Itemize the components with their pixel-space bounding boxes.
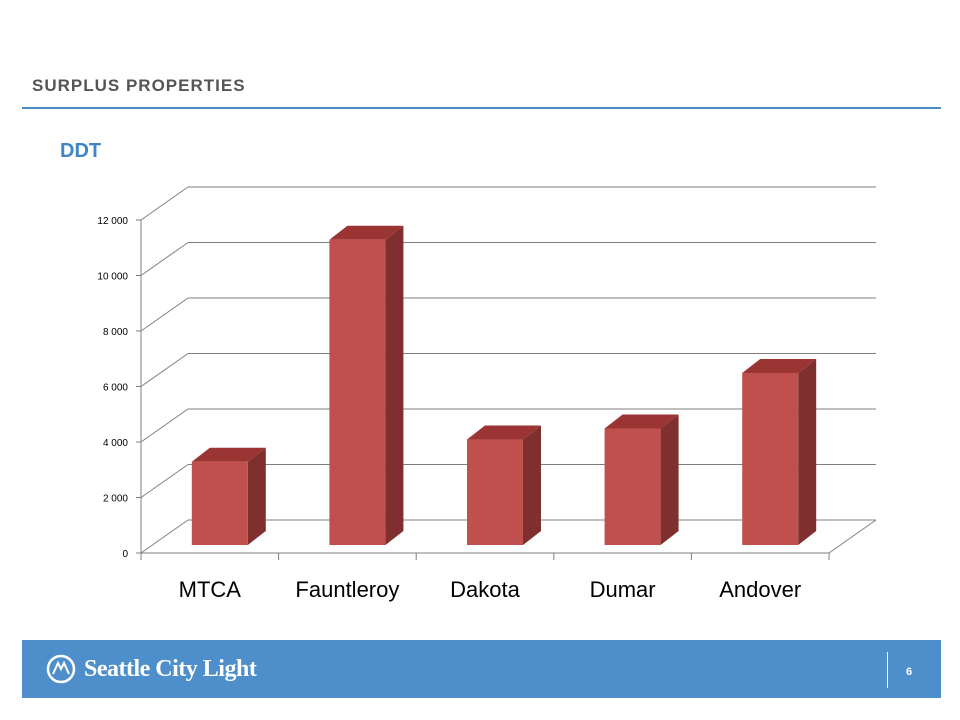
x-tick-label: Dumar bbox=[590, 577, 656, 602]
y-tick-label: 2 000 bbox=[103, 494, 128, 505]
seattle-city-light-logo: Seattle City Light bbox=[46, 652, 257, 686]
ddt-bar-chart: 0 2 000 4 000 6 000 8 000 10 000 12 000 MTCA Fau… bbox=[97, 186, 877, 602]
footer-bar: Seattle City Light 6 bbox=[22, 640, 941, 698]
bar bbox=[467, 439, 523, 545]
floor-edge bbox=[828, 519, 877, 554]
bar-top bbox=[191, 447, 266, 462]
x-tick-label: Dakota bbox=[450, 577, 520, 602]
gridline-diagonal bbox=[140, 353, 189, 387]
gridline-diagonal bbox=[140, 297, 189, 332]
bar-side bbox=[660, 414, 679, 545]
y-tick-label: 8 000 bbox=[103, 327, 128, 338]
city-light-emblem-icon bbox=[46, 654, 76, 684]
y-tick-label: 4 000 bbox=[103, 438, 128, 449]
header-divider bbox=[22, 107, 941, 109]
bar bbox=[604, 428, 661, 545]
y-tick-label: 0 bbox=[122, 549, 128, 560]
bar-top bbox=[329, 225, 404, 240]
x-tick-label: MTCA bbox=[179, 577, 242, 602]
x-tick-label: Andover bbox=[719, 577, 801, 602]
gridline-diagonal bbox=[140, 519, 189, 554]
bar-top bbox=[467, 425, 541, 440]
bar-side bbox=[798, 358, 817, 545]
logo-text: Seattle City Light bbox=[84, 655, 257, 682]
y-tick-label: 12 000 bbox=[97, 216, 128, 227]
x-tick-label: Fauntleroy bbox=[295, 577, 399, 602]
bar-side bbox=[385, 225, 404, 545]
page-number: 6 bbox=[906, 666, 913, 678]
gridline-diagonal bbox=[140, 186, 189, 221]
bar bbox=[329, 239, 386, 545]
y-tick-label: 6 000 bbox=[103, 383, 128, 394]
gridline-diagonal bbox=[140, 408, 189, 443]
page-title: SURPLUS PROPERTIES bbox=[32, 76, 246, 95]
bar bbox=[742, 372, 799, 545]
bar-side bbox=[523, 425, 541, 545]
footer-divider bbox=[887, 652, 888, 688]
y-tick-label: 10 000 bbox=[97, 272, 128, 283]
bar-top bbox=[742, 358, 817, 373]
bar-top bbox=[604, 414, 679, 429]
bar bbox=[191, 461, 248, 545]
gridline-diagonal bbox=[140, 242, 189, 276]
bar-side bbox=[247, 447, 266, 545]
gridline-diagonal bbox=[140, 464, 189, 498]
chart-subtitle: DDT bbox=[60, 140, 102, 162]
